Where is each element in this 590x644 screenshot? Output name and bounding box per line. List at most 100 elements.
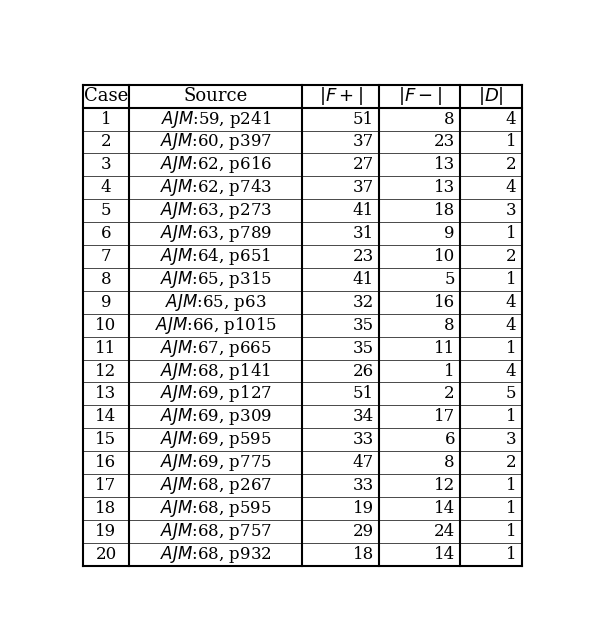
Text: 18: 18 <box>434 202 455 219</box>
Text: $\mathit{AJM}$:68, p595: $\mathit{AJM}$:68, p595 <box>160 498 271 519</box>
Text: $\mathit{AJM}$:68, p757: $\mathit{AJM}$:68, p757 <box>160 521 271 542</box>
Text: $\mathit{AJM}$:67, p665: $\mathit{AJM}$:67, p665 <box>160 337 271 359</box>
Text: $\mathit{AJM}$:69, p127: $\mathit{AJM}$:69, p127 <box>160 383 271 404</box>
Text: 1: 1 <box>506 271 516 288</box>
Text: 3: 3 <box>101 156 112 173</box>
Text: $\mathit{AJM}$:69, p595: $\mathit{AJM}$:69, p595 <box>160 430 271 450</box>
Text: 35: 35 <box>353 339 373 357</box>
Text: $\mathit{AJM}$:68, p141: $\mathit{AJM}$:68, p141 <box>160 361 271 381</box>
Text: 34: 34 <box>352 408 373 425</box>
Text: 12: 12 <box>434 477 455 494</box>
Text: $\mathit{AJM}$:68, p932: $\mathit{AJM}$:68, p932 <box>160 544 271 565</box>
Text: 17: 17 <box>96 477 117 494</box>
Text: 1: 1 <box>506 500 516 517</box>
Text: $\mathit{AJM}$:69, p309: $\mathit{AJM}$:69, p309 <box>160 406 271 428</box>
Text: 19: 19 <box>96 523 116 540</box>
Text: $\mathit{AJM}$:66, p1015: $\mathit{AJM}$:66, p1015 <box>155 315 277 336</box>
Text: $\mathit{AJM}$:62, p616: $\mathit{AJM}$:62, p616 <box>160 155 272 175</box>
Text: Case: Case <box>84 87 128 105</box>
Text: 8: 8 <box>444 454 455 471</box>
Text: 29: 29 <box>353 523 373 540</box>
Text: 1: 1 <box>506 545 516 563</box>
Text: 11: 11 <box>96 339 117 357</box>
Text: $|F-|$: $|F-|$ <box>398 85 442 107</box>
Text: 47: 47 <box>352 454 373 471</box>
Text: 26: 26 <box>353 363 373 379</box>
Text: $\mathit{AJM}$:65, p315: $\mathit{AJM}$:65, p315 <box>160 269 271 290</box>
Text: 6: 6 <box>444 431 455 448</box>
Text: 33: 33 <box>352 431 373 448</box>
Text: 1: 1 <box>444 363 455 379</box>
Text: 32: 32 <box>352 294 373 311</box>
Text: 13: 13 <box>96 386 117 402</box>
Text: 20: 20 <box>96 545 117 563</box>
Text: 5: 5 <box>506 386 516 402</box>
Text: 51: 51 <box>353 386 373 402</box>
Text: 12: 12 <box>96 363 117 379</box>
Text: 1: 1 <box>506 225 516 242</box>
Text: 41: 41 <box>352 271 373 288</box>
Text: 10: 10 <box>434 248 455 265</box>
Text: 15: 15 <box>96 431 116 448</box>
Text: 2: 2 <box>506 156 516 173</box>
Text: 1: 1 <box>506 339 516 357</box>
Text: 1: 1 <box>506 133 516 151</box>
Text: 31: 31 <box>352 225 373 242</box>
Text: 4: 4 <box>506 294 516 311</box>
Text: 1: 1 <box>506 408 516 425</box>
Text: $\mathit{AJM}$:63, p273: $\mathit{AJM}$:63, p273 <box>160 200 271 221</box>
Text: 2: 2 <box>506 248 516 265</box>
Text: 14: 14 <box>434 545 455 563</box>
Text: 17: 17 <box>434 408 455 425</box>
Text: 1: 1 <box>506 477 516 494</box>
Text: 8: 8 <box>444 317 455 334</box>
Text: $\mathit{AJM}$:63, p789: $\mathit{AJM}$:63, p789 <box>160 223 271 244</box>
Text: 27: 27 <box>352 156 373 173</box>
Text: 24: 24 <box>434 523 455 540</box>
Text: 1: 1 <box>101 111 112 128</box>
Text: 9: 9 <box>444 225 455 242</box>
Text: 13: 13 <box>434 179 455 196</box>
Text: 3: 3 <box>506 431 516 448</box>
Text: $\mathit{AJM}$:59, p241: $\mathit{AJM}$:59, p241 <box>160 109 271 129</box>
Text: $\mathit{AJM}$:69, p775: $\mathit{AJM}$:69, p775 <box>160 452 272 473</box>
Text: 2: 2 <box>101 133 112 151</box>
Text: 2: 2 <box>506 454 516 471</box>
Text: 9: 9 <box>101 294 111 311</box>
Text: $\mathit{AJM}$:62, p743: $\mathit{AJM}$:62, p743 <box>160 177 271 198</box>
Text: 16: 16 <box>434 294 455 311</box>
Text: 51: 51 <box>353 111 373 128</box>
Text: $\mathit{AJM}$:64, p651: $\mathit{AJM}$:64, p651 <box>160 246 271 267</box>
Text: 5: 5 <box>101 202 111 219</box>
Text: 4: 4 <box>506 179 516 196</box>
Text: 33: 33 <box>352 477 373 494</box>
Text: 2: 2 <box>444 386 455 402</box>
Text: 3: 3 <box>506 202 516 219</box>
Text: 14: 14 <box>96 408 117 425</box>
Text: 4: 4 <box>506 363 516 379</box>
Text: Source: Source <box>183 87 248 105</box>
Text: $\mathit{AJM}$:68, p267: $\mathit{AJM}$:68, p267 <box>160 475 271 496</box>
Text: 18: 18 <box>352 545 373 563</box>
Text: 23: 23 <box>352 248 373 265</box>
Text: 8: 8 <box>101 271 112 288</box>
Text: 14: 14 <box>434 500 455 517</box>
Text: 5: 5 <box>444 271 455 288</box>
Text: 1: 1 <box>506 523 516 540</box>
Text: $\mathit{AJM}$:60, p397: $\mathit{AJM}$:60, p397 <box>160 131 271 153</box>
Text: 13: 13 <box>434 156 455 173</box>
Text: 16: 16 <box>96 454 116 471</box>
Text: $\mathit{AJM}$:65, p63: $\mathit{AJM}$:65, p63 <box>165 292 267 313</box>
Text: 4: 4 <box>506 317 516 334</box>
Text: 10: 10 <box>96 317 117 334</box>
Text: 37: 37 <box>352 179 373 196</box>
Text: 4: 4 <box>506 111 516 128</box>
Text: 4: 4 <box>101 179 112 196</box>
Text: 18: 18 <box>96 500 117 517</box>
Text: $|D|$: $|D|$ <box>478 85 504 107</box>
Text: 23: 23 <box>434 133 455 151</box>
Text: 6: 6 <box>101 225 111 242</box>
Text: $|F+|$: $|F+|$ <box>319 85 363 107</box>
Text: 11: 11 <box>434 339 455 357</box>
Text: 8: 8 <box>444 111 455 128</box>
